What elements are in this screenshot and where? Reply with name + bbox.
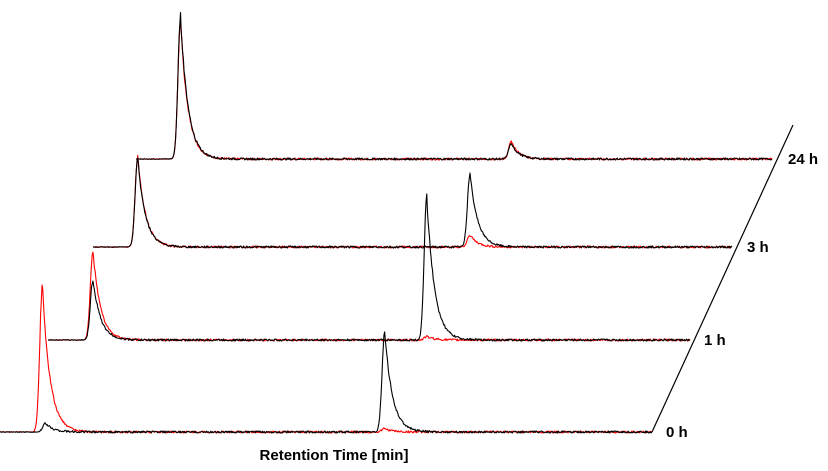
trace-1h-red — [47, 251, 691, 342]
trace-label-3h: 3 h — [747, 239, 769, 256]
depth-axis-line — [651, 124, 794, 433]
trace-0h-black — [0, 331, 653, 434]
trace-label-1h: 1 h — [704, 332, 726, 349]
trace-24h-black — [135, 12, 773, 161]
trace-24h-red — [135, 23, 773, 161]
trace-3h-black — [92, 157, 733, 249]
trace-1h-black — [47, 193, 691, 342]
x-axis-label: Retention Time [min] — [259, 447, 409, 464]
trace-label-0h: 0 h — [666, 424, 688, 441]
trace-label-24h: 24 h — [788, 151, 818, 168]
trace-3h-red — [92, 154, 733, 249]
